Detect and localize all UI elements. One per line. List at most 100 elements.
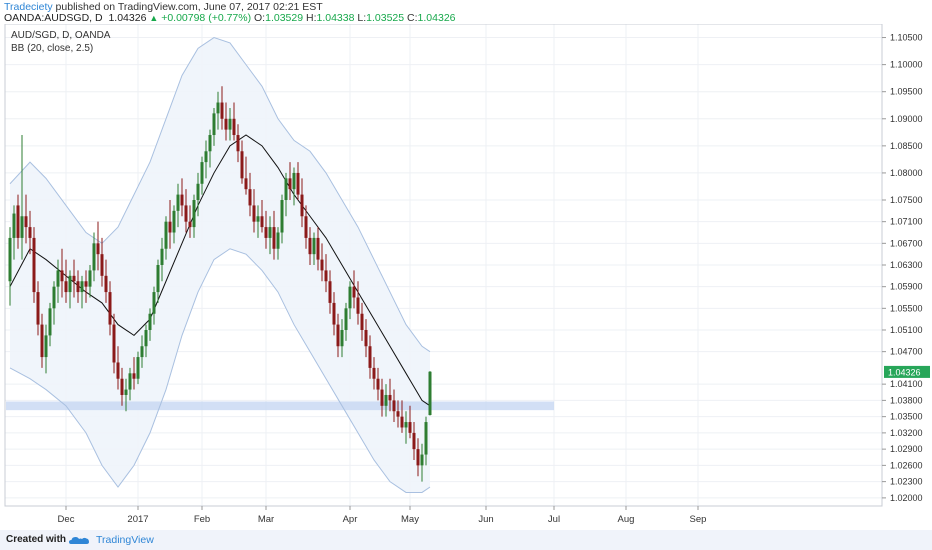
candle <box>372 357 376 390</box>
candle-body <box>200 162 204 184</box>
change-up-icon: ▲ <box>149 13 159 23</box>
candle <box>48 302 52 347</box>
candle <box>208 129 212 168</box>
candle <box>316 227 320 271</box>
last-price: 1.04326 <box>108 12 147 24</box>
bollinger-basis-line <box>9 134 431 407</box>
candle <box>160 237 164 282</box>
candle-body <box>176 194 180 211</box>
price-tick-label: 1.05100 <box>890 325 923 335</box>
candle-body <box>288 178 292 190</box>
publish-line: Tradeciety published on TradingView.com,… <box>4 1 323 13</box>
candle-body <box>212 113 216 136</box>
candle-body <box>44 335 48 358</box>
candle <box>228 107 232 141</box>
candle <box>196 172 200 217</box>
tradingview-brand-link[interactable]: TradingView <box>96 534 154 546</box>
price-tick-label: 1.04100 <box>890 379 923 389</box>
candle <box>308 227 312 265</box>
price-tick-label: 1.05500 <box>890 303 923 313</box>
candle <box>232 102 236 141</box>
candle <box>136 351 140 385</box>
candle-body <box>60 270 64 282</box>
candle-body <box>188 221 192 228</box>
candle <box>268 216 272 255</box>
author-link[interactable]: Tradeciety <box>4 1 53 13</box>
candle <box>8 227 12 306</box>
price-chart[interactable]: 1.10500 1.10000 1.09500 1.09000 1.08500 1.080… <box>0 24 932 530</box>
publish-info: published on TradingView.com, June 07, 2… <box>52 1 323 13</box>
candle <box>176 183 180 228</box>
candle <box>116 346 120 390</box>
chart-header: Tradeciety published on TradingView.com,… <box>0 0 932 24</box>
candle-body <box>160 248 164 265</box>
symbol-label[interactable]: OANDA:AUDSGD, D <box>4 12 103 24</box>
candle-body <box>12 213 16 238</box>
candle-body <box>232 118 236 136</box>
candle-body <box>220 102 224 119</box>
price-tick-label: 1.03200 <box>890 428 923 438</box>
created-with-label: Created with <box>6 534 67 545</box>
candle <box>348 281 352 320</box>
candle-body <box>80 281 84 293</box>
candle-body <box>316 237 320 260</box>
time-tick-label: May <box>401 514 419 525</box>
candle-body <box>340 329 344 347</box>
candle-body <box>272 227 276 249</box>
candle <box>412 422 416 460</box>
candle <box>344 302 348 341</box>
symbol-legend: AUD/SGD, D, OANDA <box>11 30 111 41</box>
support-zone[interactable] <box>6 401 554 411</box>
candle <box>124 378 128 412</box>
candle <box>332 292 336 336</box>
candle <box>104 259 108 303</box>
candle <box>80 275 84 309</box>
candle-body <box>304 216 308 238</box>
candle-body <box>364 329 368 347</box>
candle <box>292 167 296 206</box>
candle-body <box>112 324 116 363</box>
candle-body <box>172 210 176 233</box>
candle-body <box>360 313 364 330</box>
price-tick-label: 1.03500 <box>890 412 923 422</box>
price-axis[interactable]: 1.10500 1.10000 1.09500 1.09000 1.08500 1.080… <box>882 33 923 503</box>
last-price-badge-bg <box>884 365 930 378</box>
price-tick-label: 1.09500 <box>890 87 923 97</box>
candle <box>252 189 256 233</box>
candle <box>428 371 432 416</box>
candle <box>248 172 252 217</box>
candle <box>152 286 156 325</box>
candle <box>328 270 332 314</box>
candle-body <box>28 227 32 238</box>
candle-body <box>132 373 136 379</box>
candle <box>392 389 396 423</box>
candle <box>424 416 428 466</box>
candle-body <box>120 378 124 395</box>
candle <box>168 200 172 249</box>
candle-body <box>180 194 184 206</box>
open-label: O: <box>254 12 266 24</box>
candle-body <box>52 286 56 309</box>
candle <box>100 237 104 287</box>
candle <box>272 210 276 260</box>
candle <box>216 91 220 130</box>
candle <box>416 438 420 477</box>
time-axis[interactable]: Dec 2017 Feb Mar Apr May Jun Jul Aug Sep <box>58 506 707 525</box>
candle-body <box>404 422 408 428</box>
candle-body <box>152 292 156 314</box>
price-tick-label: 1.02300 <box>890 477 923 487</box>
candle-body <box>380 389 384 406</box>
price-tick-label: 1.06700 <box>890 238 923 248</box>
candle-body <box>400 416 404 428</box>
candle-body <box>376 378 380 390</box>
bollinger-band-fill <box>10 37 430 493</box>
candle <box>224 102 228 141</box>
candle <box>188 205 192 238</box>
open-value: 1.03529 <box>265 12 304 24</box>
bollinger-lower-band <box>9 248 431 493</box>
candle-body <box>224 118 228 130</box>
candle-body <box>392 400 396 412</box>
candle <box>388 378 392 412</box>
candle <box>364 319 368 358</box>
candle-body <box>116 362 120 379</box>
